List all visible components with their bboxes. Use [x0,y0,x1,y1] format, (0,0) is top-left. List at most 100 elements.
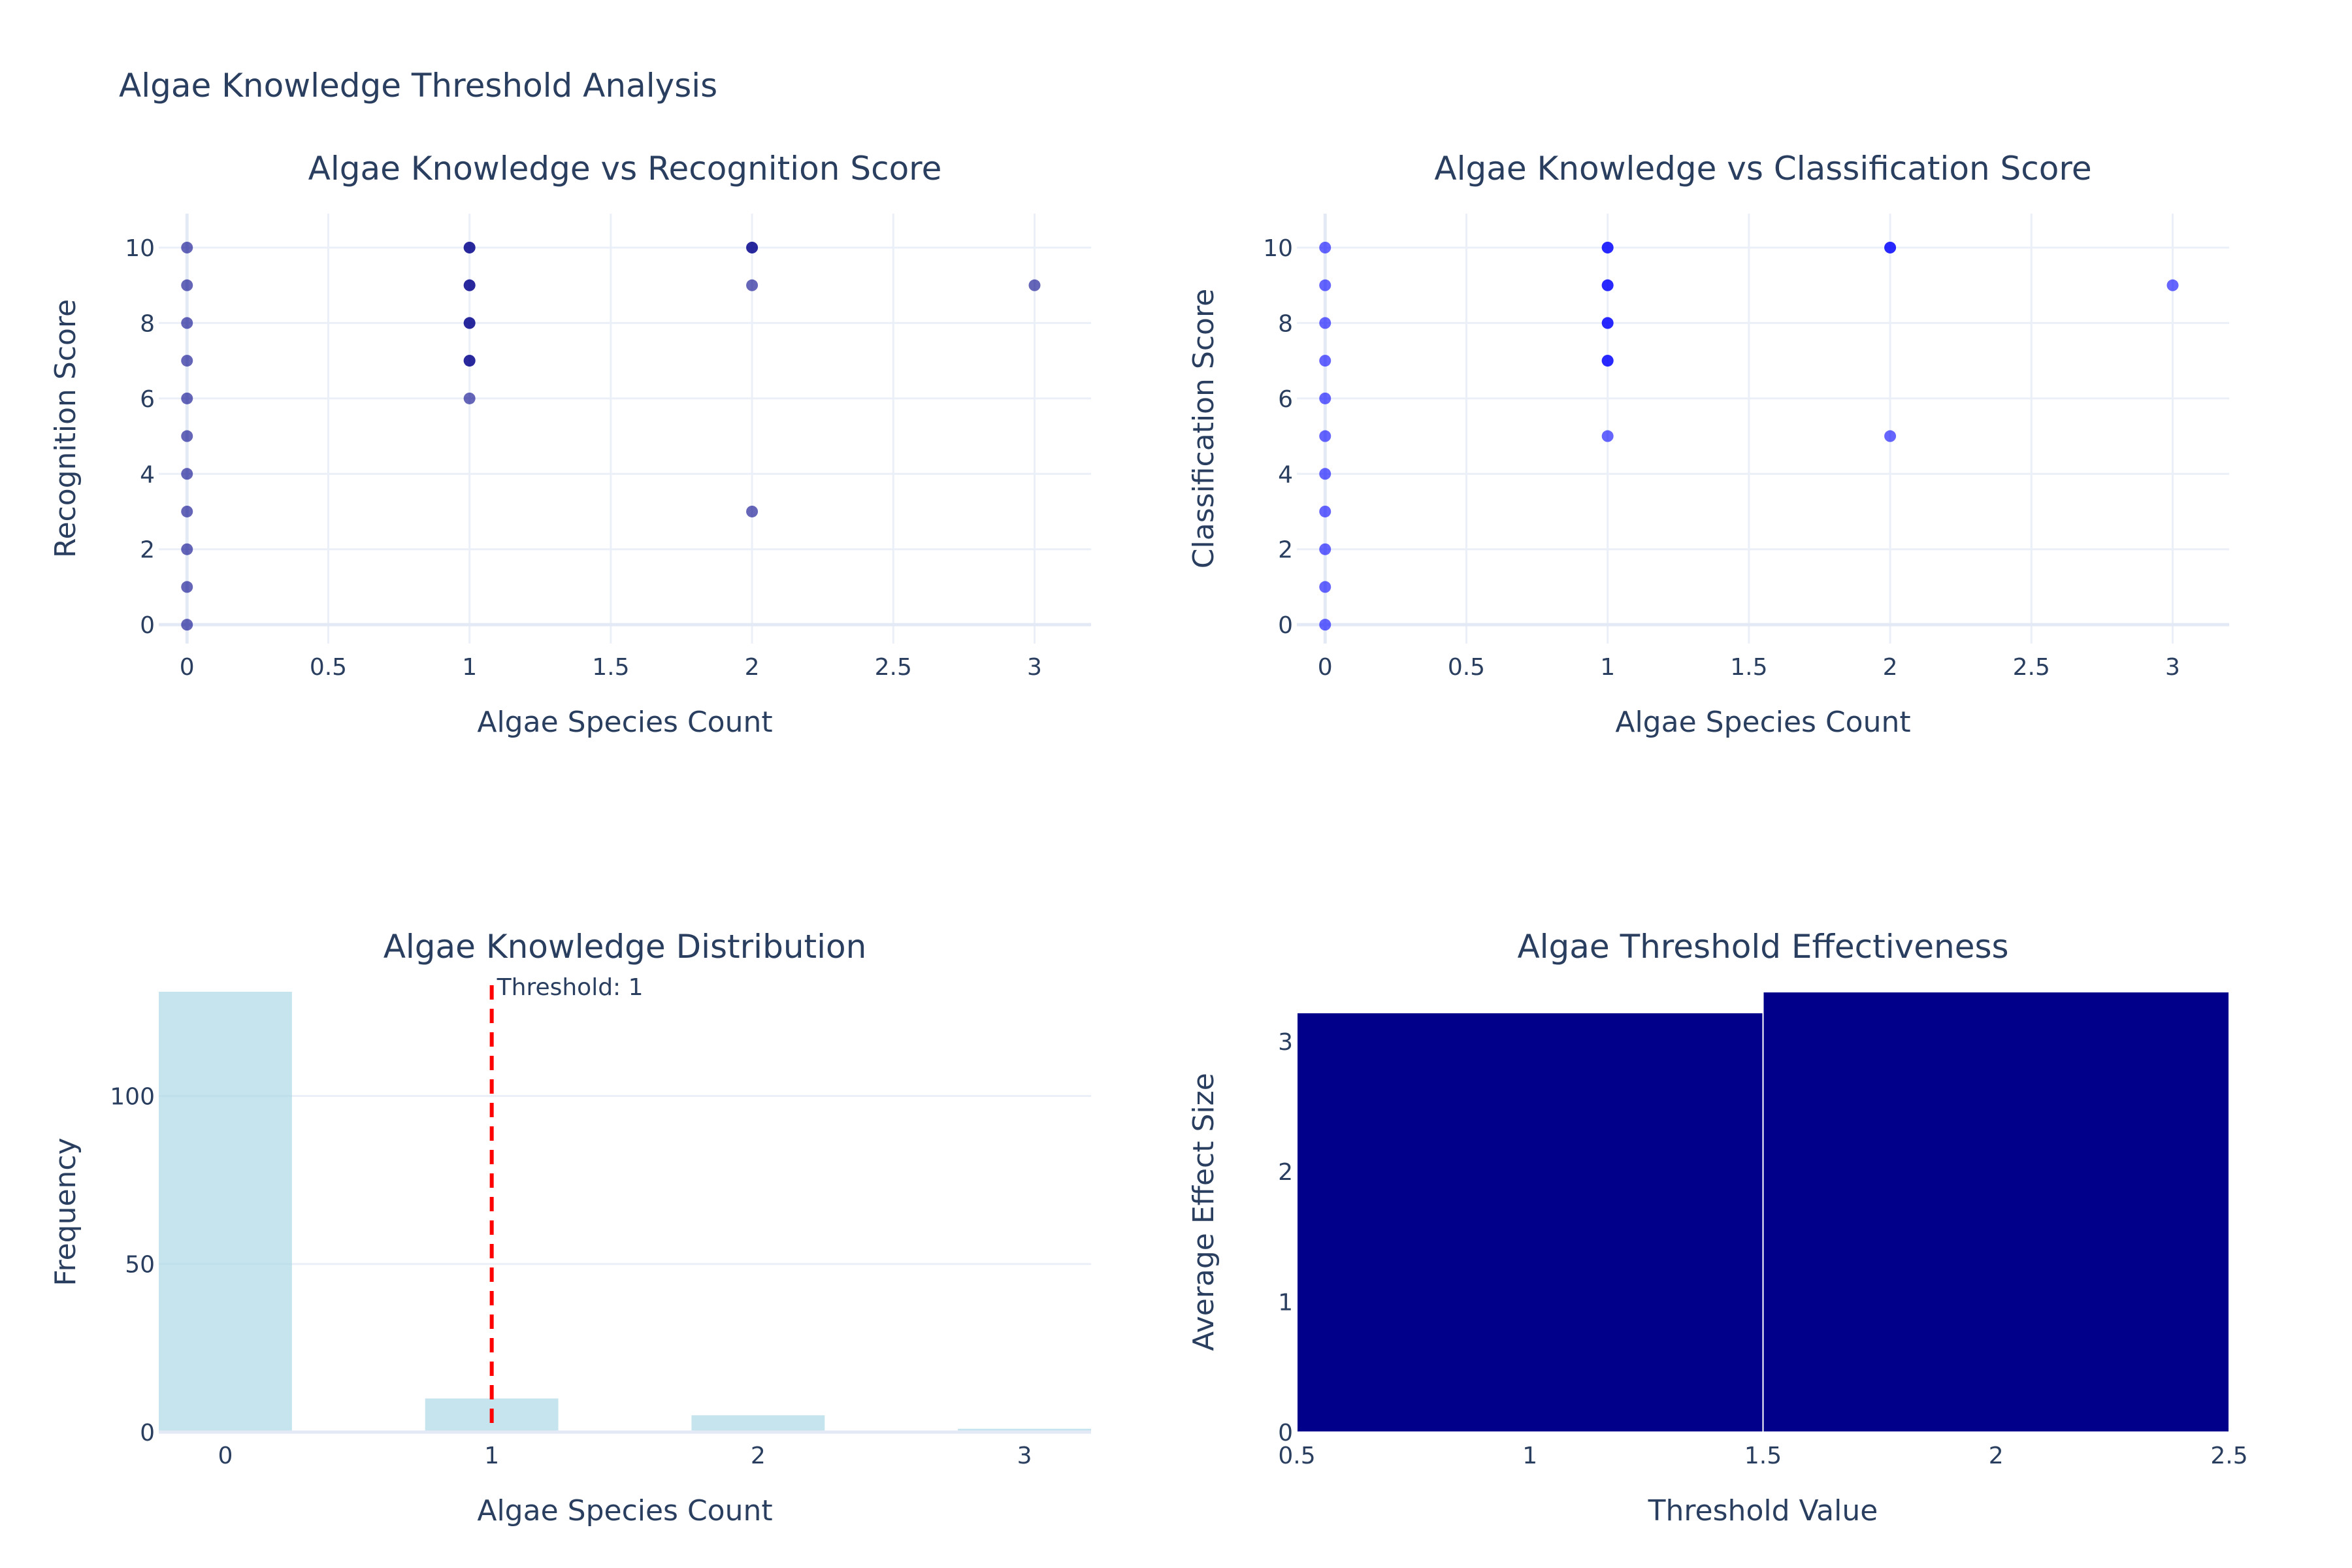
y-tick-label: 2 [1278,537,1293,564]
bar [1296,1011,1764,1433]
y-axis-title: Frequency [49,1137,82,1286]
x-axis-title: Algae Species Count [477,1494,772,1527]
data-point [1319,430,1331,442]
y-tick-label: 4 [1278,461,1293,488]
data-point [181,317,193,329]
subplot-2: 0 0.5 1 1.5 2 2.5 3 0 2 4 6 8 10 Algae Knowledge vs C… [1187,150,2229,739]
y-tick-label: 10 [1263,235,1293,262]
data-point [746,279,759,291]
data-point [1319,581,1331,593]
y-tick-label: 0 [1278,1420,1293,1446]
x-tick-label: 2 [745,654,760,681]
data-point [746,241,759,253]
x-tick-label: 2.5 [2210,1443,2247,1469]
data-point [1319,317,1331,329]
y-tick-label: 0 [1278,612,1293,639]
y-tick-label: 4 [140,461,155,488]
figure-title: Algae Knowledge Threshold Analysis [119,67,717,105]
x-tick-label: 2 [1883,654,1898,681]
x-tick-label: 1 [1522,1443,1537,1469]
y-tick-label: 10 [125,235,155,262]
data-point [1601,430,1614,442]
data-point [746,505,759,517]
data-point [1319,355,1331,367]
y-tick-label: 50 [125,1252,155,1279]
data-point [181,355,193,367]
x-tick-label: 0.5 [310,654,347,681]
subplot-4: 0.5 1 1.5 2 2.5 0 1 2 3 Algae Threshold Effective… [1187,928,2248,1527]
data-point [181,241,193,253]
data-point [1601,355,1614,367]
data-point [1601,241,1614,253]
subplot-title: Algae Threshold Effectiveness [1517,928,2008,966]
x-tick-label: 0 [1318,654,1333,681]
y-tick-label: 3 [1278,1029,1293,1056]
x-tick-label: 1.5 [1730,654,1767,681]
subplot-title: Algae Knowledge vs Recognition Score [308,150,942,188]
x-tick-label: 3 [2165,654,2180,681]
y-tick-label: 6 [140,386,155,413]
data-point [1601,317,1614,329]
y-tick-label: 6 [1278,386,1293,413]
subplot-1: 0 0.5 1 1.5 2 2.5 3 0 2 4 6 8 10 Algae Knowledge vs R… [49,150,1091,739]
threshold-label: Threshold: 1 [497,974,644,1001]
data-point [2166,279,2179,291]
data-point [463,392,476,404]
bar [1762,991,2230,1433]
y-axis-title: Average Effect Size [1187,1073,1220,1351]
y-tick-label: 0 [140,612,155,639]
y-tick-label: 8 [1278,310,1293,337]
x-tick-label: 2.5 [2013,654,2050,681]
data-point [1319,543,1331,555]
y-tick-label: 2 [140,537,155,564]
x-tick-label: 3 [1027,654,1042,681]
x-tick-label: 2 [751,1443,766,1469]
y-tick-label: 100 [110,1083,155,1110]
data-point [181,619,193,631]
x-axis-title: Algae Species Count [1615,706,1910,739]
data-point [1028,279,1041,291]
y-tick-label: 8 [140,310,155,337]
subplot-title: Algae Knowledge Distribution [384,928,867,966]
data-point [1884,430,1897,442]
x-tick-label: 1 [1600,654,1615,681]
y-tick-label: 1 [1278,1290,1293,1316]
x-tick-label: 0 [218,1443,233,1469]
x-tick-label: 2 [1989,1443,2004,1469]
x-tick-label: 1 [484,1443,499,1469]
data-point [1319,468,1331,480]
data-point [1319,241,1331,253]
x-tick-label: 2.5 [875,654,912,681]
x-tick-label: 0 [180,654,195,681]
x-tick-label: 0.5 [1448,654,1485,681]
subplot-3: Threshold: 1 0 1 2 3 0 50 100 Algae Knowledge Di… [49,928,1091,1527]
data-point [1319,505,1331,517]
bar [691,1415,825,1432]
data-point [181,505,193,517]
x-tick-label: 1.5 [1744,1443,1782,1469]
x-tick-label: 1.5 [592,654,629,681]
data-point [1319,279,1331,291]
data-point [463,317,476,329]
data-point [181,279,193,291]
y-axis-title: Recognition Score [49,299,82,558]
data-point [181,430,193,442]
data-point [181,392,193,404]
data-point [463,241,476,253]
data-point [181,581,193,593]
y-tick-label: 0 [140,1420,155,1446]
y-tick-label: 2 [1278,1159,1293,1186]
data-point [1319,619,1331,631]
data-point [1601,279,1614,291]
x-axis-title: Algae Species Count [477,706,772,739]
y-axis-title: Classification Score [1187,289,1220,568]
bar [159,992,292,1432]
x-axis-title: Threshold Value [1648,1494,1878,1527]
data-point [181,543,193,555]
data-point [463,355,476,367]
x-tick-label: 3 [1017,1443,1032,1469]
bar [958,1428,1091,1432]
data-point [463,279,476,291]
x-tick-label: 0.5 [1278,1443,1315,1469]
